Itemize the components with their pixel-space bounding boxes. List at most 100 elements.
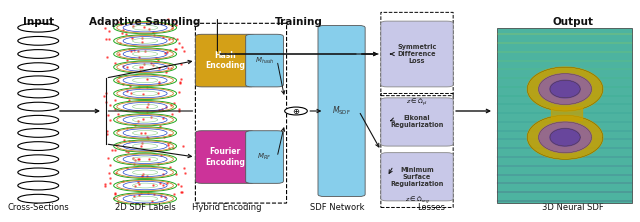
Polygon shape [539, 74, 591, 104]
Point [157, 107, 167, 110]
Point [175, 80, 185, 84]
Point [138, 174, 148, 178]
Point [100, 182, 110, 186]
Point [113, 112, 123, 115]
Point [129, 194, 140, 198]
Point [129, 184, 140, 188]
Point [173, 41, 184, 45]
Point [170, 47, 180, 50]
Point [119, 138, 129, 142]
Point [154, 108, 164, 112]
Point [113, 128, 123, 131]
Point [143, 102, 153, 106]
Point [167, 27, 177, 30]
Point [134, 55, 144, 59]
Point [160, 195, 170, 198]
Text: Hash
Encoding: Hash Encoding [205, 51, 245, 70]
Text: SDF Network: SDF Network [310, 203, 364, 212]
Point [122, 58, 132, 62]
Point [142, 174, 152, 178]
Point [122, 149, 132, 153]
Point [102, 130, 112, 133]
Point [103, 113, 113, 117]
Point [134, 182, 144, 185]
Point [179, 50, 189, 53]
Point [153, 58, 163, 62]
Point [105, 176, 115, 180]
Point [101, 101, 111, 104]
Point [121, 32, 131, 36]
Point [165, 165, 175, 169]
Point [147, 200, 157, 203]
Point [99, 94, 109, 98]
Point [131, 159, 141, 162]
Point [104, 118, 115, 122]
Point [176, 184, 186, 188]
Point [133, 119, 143, 123]
Point [173, 109, 184, 113]
Text: $M_{hash}$: $M_{hash}$ [255, 56, 275, 66]
Point [161, 70, 171, 74]
Point [175, 81, 186, 85]
Point [154, 66, 164, 69]
Point [146, 61, 156, 65]
Point [154, 83, 164, 86]
Point [167, 112, 177, 115]
Point [153, 162, 163, 165]
Point [123, 151, 133, 154]
Text: 2D SDF Labels: 2D SDF Labels [115, 203, 175, 212]
Point [102, 55, 112, 59]
Text: $\oplus$: $\oplus$ [292, 107, 300, 115]
Point [173, 90, 184, 94]
Point [102, 132, 112, 136]
Point [151, 57, 161, 60]
Point [140, 49, 150, 52]
Point [116, 22, 126, 26]
Text: Minimum
Surface
Regularization: Minimum Surface Regularization [390, 167, 444, 187]
Point [116, 31, 127, 35]
Polygon shape [527, 67, 603, 111]
Point [163, 66, 173, 70]
Text: $M_{RF}$: $M_{RF}$ [257, 152, 272, 162]
FancyBboxPatch shape [195, 131, 255, 183]
Point [110, 191, 120, 194]
Text: $z \in \hat{\Omega}_{pl}$: $z \in \hat{\Omega}_{pl}$ [406, 96, 428, 108]
Point [140, 132, 150, 135]
Point [138, 92, 148, 95]
Point [100, 26, 110, 29]
Point [156, 194, 166, 198]
Point [177, 62, 187, 66]
Point [178, 144, 188, 148]
Text: Cross-Sections: Cross-Sections [7, 203, 69, 212]
Point [109, 196, 119, 200]
Point [101, 37, 111, 40]
Point [134, 193, 144, 197]
Point [166, 104, 176, 107]
Point [160, 51, 170, 54]
FancyBboxPatch shape [381, 98, 453, 146]
Point [135, 69, 145, 73]
Point [180, 171, 191, 174]
Point [129, 123, 140, 127]
Point [100, 184, 110, 188]
Point [113, 200, 124, 204]
Point [179, 166, 189, 169]
Text: 3D Neural SDF: 3D Neural SDF [541, 203, 604, 212]
Point [168, 146, 179, 150]
Point [122, 167, 132, 170]
Text: $M_{\mathrm{SDF}}$: $M_{\mathrm{SDF}}$ [332, 105, 351, 117]
Point [168, 36, 178, 40]
Point [164, 147, 175, 150]
Point [155, 182, 165, 185]
Point [110, 98, 120, 101]
Point [114, 75, 124, 79]
Point [155, 124, 165, 127]
Point [168, 101, 179, 105]
FancyBboxPatch shape [381, 153, 453, 201]
Point [113, 79, 123, 82]
Point [109, 108, 120, 111]
Point [115, 41, 125, 44]
Point [177, 45, 188, 49]
Point [141, 110, 152, 113]
Point [111, 171, 122, 174]
